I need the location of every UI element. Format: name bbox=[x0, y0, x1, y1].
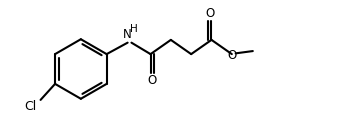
Text: Cl: Cl bbox=[24, 99, 36, 112]
Text: H: H bbox=[130, 24, 138, 34]
Text: O: O bbox=[227, 49, 237, 62]
Text: O: O bbox=[147, 74, 157, 87]
Text: O: O bbox=[205, 7, 215, 20]
Text: N: N bbox=[123, 28, 132, 41]
